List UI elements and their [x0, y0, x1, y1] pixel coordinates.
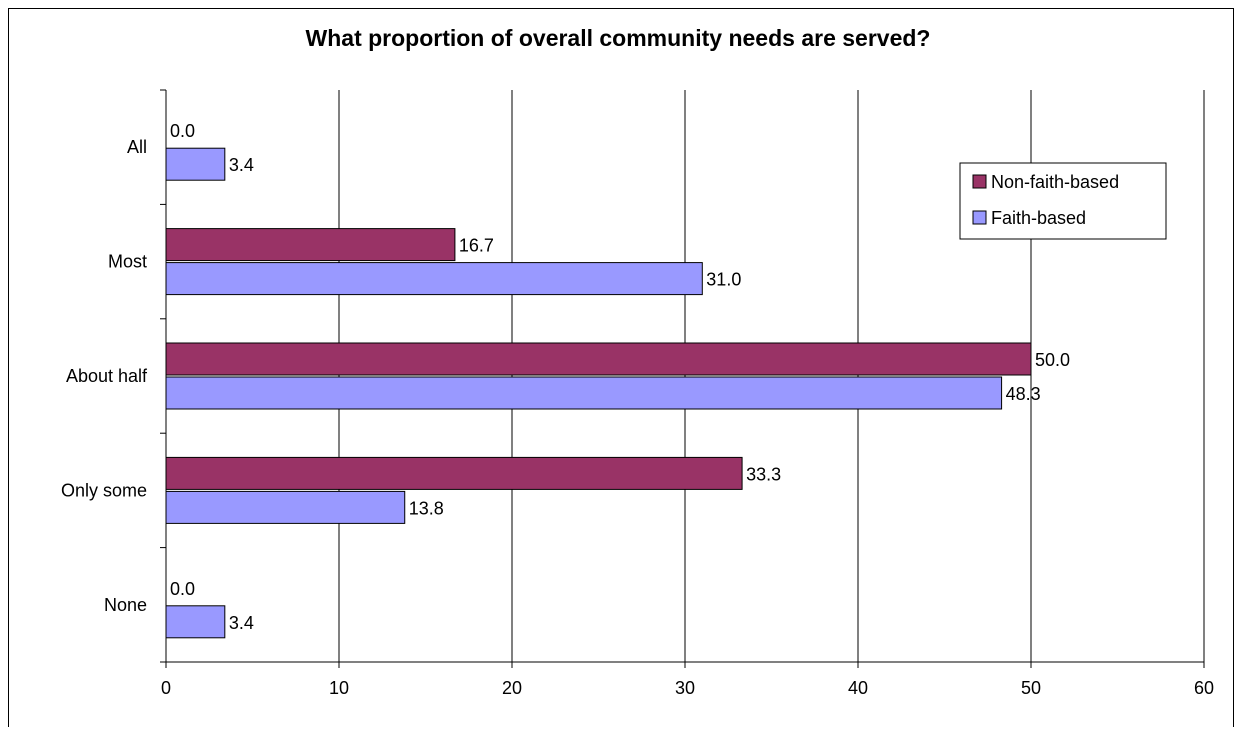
legend-swatch-non-faith-based	[972, 174, 987, 189]
data-label-faith-based-only-some: 13.8	[409, 498, 444, 518]
x-tick-label-10: 10	[329, 678, 349, 698]
bar-non-faith-based-only-some	[165, 456, 743, 490]
axes: 0 10 20 30 40 50 60 All Most About half Only some N…	[61, 89, 1214, 698]
x-tick-label-0: 0	[161, 678, 171, 698]
bar-faith-based-most	[165, 262, 703, 296]
x-tick-label-60: 60	[1194, 678, 1214, 698]
category-label-most: Most	[108, 252, 147, 272]
category-label-all: All	[127, 137, 147, 157]
bar-non-faith-based-most	[165, 228, 456, 262]
data-label-faith-based-all: 3.4	[229, 155, 254, 175]
data-labels: 0.0 3.4 16.7 31.0 50.0 48.3 33.3 13.8 0.0 3.4	[170, 121, 1070, 633]
data-label-non-faith-based-only-some: 33.3	[746, 464, 781, 484]
category-label-about-half: About half	[66, 366, 148, 386]
bars	[165, 147, 1032, 639]
data-label-non-faith-based-most: 16.7	[459, 236, 494, 256]
bar-faith-based-all	[165, 147, 226, 181]
data-label-faith-based-none: 3.4	[229, 613, 254, 633]
data-label-faith-based-most: 31.0	[706, 270, 741, 290]
data-label-non-faith-based-none: 0.0	[170, 579, 195, 599]
legend-box	[959, 162, 1167, 240]
bar-faith-based-none	[165, 605, 226, 639]
data-label-faith-based-about-half: 48.3	[1006, 384, 1041, 404]
grid-lines	[338, 90, 1205, 662]
legend: Non-faith-based Faith-based	[959, 162, 1167, 240]
x-tick-label-50: 50	[1021, 678, 1041, 698]
x-tick-label-30: 30	[675, 678, 695, 698]
bar-faith-based-only-some	[165, 490, 406, 524]
chart-title: What proportion of overall community nee…	[306, 25, 931, 51]
bar-non-faith-based-about-half	[165, 342, 1032, 376]
x-tick-label-20: 20	[502, 678, 522, 698]
bar-faith-based-about-half	[165, 376, 1003, 410]
x-tick-label-40: 40	[848, 678, 868, 698]
category-label-only-some: Only some	[61, 480, 147, 500]
data-label-non-faith-based-about-half: 50.0	[1035, 350, 1070, 370]
data-label-non-faith-based-all: 0.0	[170, 121, 195, 141]
category-label-none: None	[104, 595, 147, 615]
legend-swatch-faith-based	[972, 210, 987, 225]
legend-label-non-faith-based: Non-faith-based	[991, 172, 1119, 192]
legend-label-faith-based: Faith-based	[991, 208, 1086, 228]
